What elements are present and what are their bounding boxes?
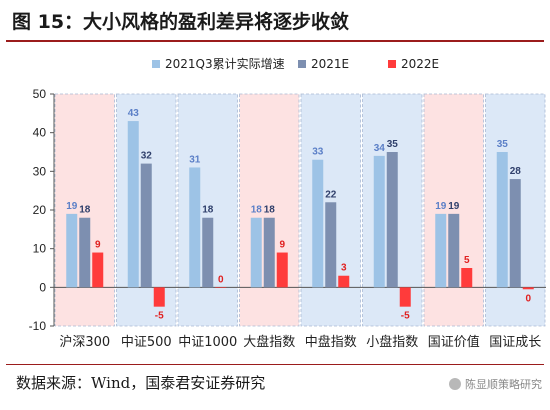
- legend-label: 2021E: [311, 57, 349, 71]
- legend-swatch: [388, 60, 396, 68]
- data-label: 28: [510, 166, 522, 177]
- data-label: 33: [312, 147, 324, 158]
- data-label: 0: [218, 274, 224, 285]
- watermark-text: 陈显顺策略研究: [465, 378, 542, 391]
- data-label: 19: [66, 201, 78, 212]
- bar: [448, 213, 460, 288]
- data-label: 34: [374, 143, 386, 154]
- data-label: 31: [189, 154, 201, 165]
- data-label: 18: [79, 205, 91, 216]
- bar: [276, 252, 288, 288]
- bar: [325, 202, 337, 288]
- x-tick-label: 中证500: [121, 335, 172, 350]
- bar: [79, 217, 91, 288]
- source-note: 数据来源：Wind，国泰君安证券研究: [16, 374, 266, 392]
- data-label: 3: [341, 263, 347, 274]
- data-label: 22: [325, 189, 337, 200]
- bar: [509, 179, 521, 288]
- data-label: 32: [141, 151, 153, 162]
- x-tick-label: 中证1000: [178, 335, 237, 350]
- x-tick-label: 沪深300: [59, 334, 110, 350]
- title-divider: [6, 40, 544, 42]
- bar: [127, 121, 139, 288]
- figure-title: 图 15：大小风格的盈利差异将逐步收敛: [12, 11, 350, 33]
- bar-layer: [66, 121, 534, 307]
- bar: [435, 213, 447, 288]
- bar: [399, 287, 411, 307]
- data-label: 9: [279, 240, 285, 251]
- x-tick-label: 国证价值: [428, 334, 480, 350]
- data-label: 35: [387, 139, 399, 150]
- data-label: 19: [435, 201, 447, 212]
- bar: [338, 275, 350, 288]
- data-label: 19: [448, 201, 460, 212]
- x-tick-label: 中盘指数: [305, 334, 357, 350]
- legend-label: 2022E: [401, 57, 439, 71]
- bar: [215, 287, 227, 288]
- y-tick-label: 10: [33, 242, 47, 256]
- data-label: 9: [95, 240, 101, 251]
- bar: [386, 152, 398, 288]
- x-tick-label: 小盘指数: [366, 334, 418, 350]
- data-label: 18: [264, 205, 276, 216]
- data-label: 35: [497, 139, 509, 150]
- data-label: 0: [525, 293, 531, 304]
- legend: 2021Q3累计实际增速 2021E 2022E: [152, 56, 439, 71]
- bar: [202, 217, 214, 288]
- data-label: 18: [202, 205, 214, 216]
- wechat-icon: [449, 378, 461, 390]
- y-tick-label: 50: [33, 87, 47, 101]
- data-label: -5: [155, 311, 164, 322]
- bar: [461, 268, 473, 288]
- bar: [522, 287, 534, 290]
- bar: [250, 217, 262, 288]
- bar: [312, 159, 324, 288]
- bar: [66, 213, 78, 288]
- data-label: -5: [401, 311, 410, 322]
- bar: [189, 167, 201, 288]
- data-label: 18: [251, 205, 263, 216]
- bar: [153, 287, 165, 307]
- bar: [92, 252, 104, 288]
- y-tick-label: 30: [33, 164, 47, 178]
- y-tick-label: -10: [29, 319, 47, 333]
- y-tick-label: 20: [33, 203, 47, 217]
- bar: [373, 155, 385, 288]
- y-tick-label: 0: [39, 280, 46, 294]
- legend-label: 2021Q3累计实际增速: [165, 56, 285, 71]
- x-tick-label: 国证成长: [489, 335, 541, 350]
- y-tick-label: 40: [33, 126, 47, 140]
- legend-swatch: [152, 60, 160, 68]
- legend-swatch: [298, 60, 306, 68]
- data-label: 43: [128, 108, 140, 119]
- watermark: 陈显顺策略研究: [449, 376, 542, 392]
- bar: [263, 217, 275, 288]
- bar: [496, 152, 508, 288]
- data-label: 5: [464, 255, 470, 266]
- x-tick-label: 大盘指数: [243, 334, 295, 350]
- bar: [140, 163, 152, 288]
- source-divider: [6, 364, 544, 365]
